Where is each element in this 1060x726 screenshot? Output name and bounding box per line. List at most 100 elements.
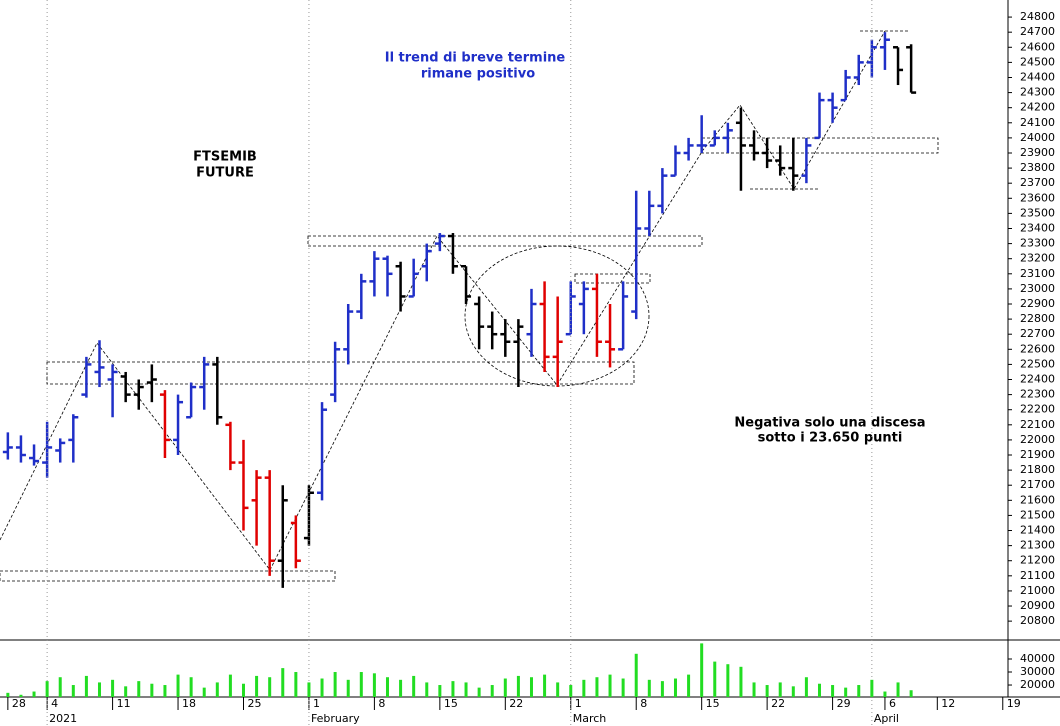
volume-bar [752,682,756,697]
y-tick-label: 22000 [1020,433,1055,446]
y-tick-label: 23100 [1020,267,1055,280]
y-tick-label: 22400 [1020,373,1055,386]
volume-bar [700,643,704,697]
volume-bar [831,685,835,697]
volume-bar [883,691,887,697]
x-tick-label: 4 [51,697,58,710]
support-zone [46,361,635,385]
x-tick-label: 12 [941,697,955,710]
x-tick-label: 29 [837,697,851,710]
volume-bar [647,679,651,697]
volume-bar [726,664,730,697]
y-tick-label: 23300 [1020,237,1055,250]
y-tick-label: 22700 [1020,327,1055,340]
y-tick-label: 21300 [1020,539,1055,552]
volume-bar [569,685,573,697]
volume-bar [791,686,795,697]
volume-bar [97,682,101,697]
volume-bar [399,679,403,697]
y-tick-label: 21800 [1020,463,1055,476]
y-tick-label: 24200 [1020,101,1055,114]
volume-bar [857,685,861,697]
x-tick-label: 15 [444,697,458,710]
y-tick-label: 24600 [1020,40,1055,53]
y-tick-label: 24000 [1020,131,1055,144]
resistance-zone [307,235,703,247]
volume-bar [765,685,769,697]
x-tick-label: 19 [1007,697,1021,710]
volume-bar [844,687,848,697]
annotation: Negativa solo una discesa [734,416,925,431]
volume-bar [634,653,638,697]
volume-bar [660,681,664,697]
volume-bar [582,679,586,697]
volume-bar [817,683,821,697]
volume-bar [71,685,75,697]
y-tick-label: 23200 [1020,252,1055,265]
y-tick-label: 21500 [1020,508,1055,521]
x-tick-label: 28 [12,697,26,710]
volume-bar [451,681,455,697]
y-tick-label: 22600 [1020,342,1055,355]
volume-bar [870,679,874,697]
y-tick-label: 22900 [1020,297,1055,310]
y-tick-label: 24800 [1020,10,1055,23]
annotation: FUTURE [196,166,254,181]
volume-bar [32,691,36,697]
month-label: March [573,712,607,725]
x-tick-label: 1 [313,697,320,710]
volume-bar [804,677,808,697]
volume-bar [58,677,62,697]
y-tick-label: 22200 [1020,403,1055,416]
volume-bar [477,687,481,697]
volume-bar [45,681,49,697]
y-tick-label: 23800 [1020,161,1055,174]
y-tick-label: 22800 [1020,312,1055,325]
volume-bar [412,675,416,697]
volume-bar [778,682,782,697]
volume-bar [320,678,324,697]
volume-bar [608,674,612,697]
volume-bar [464,682,468,697]
x-tick-label: 18 [182,697,196,710]
x-tick-label: 8 [378,697,385,710]
y-tick-label: 21400 [1020,524,1055,537]
y-tick-label: 23400 [1020,221,1055,234]
y-tick-label: 20900 [1020,599,1055,612]
y-tick-label: 23000 [1020,282,1055,295]
volume-bar [425,682,429,697]
volume-bar [19,694,23,697]
y-tick-label: 30000 [1020,665,1055,678]
volume-bar [896,682,900,697]
volume-bar [333,672,337,697]
y-tick-label: 21600 [1020,493,1055,506]
y-tick-label: 21200 [1020,554,1055,567]
y-tick-label: 23700 [1020,176,1055,189]
month-label: 2021 [49,712,77,725]
y-tick-label: 23600 [1020,191,1055,204]
volume-bar [307,682,311,697]
volume-bar [137,681,141,697]
y-tick-label: 24300 [1020,86,1055,99]
x-tick-label: 6 [889,697,896,710]
y-tick-label: 21900 [1020,448,1055,461]
volume-bar [438,685,442,697]
volume-bar [687,674,691,697]
volume-bar [621,678,625,697]
month-label: February [311,712,360,725]
volume-bar [189,677,193,697]
volume-bar [346,679,350,697]
volume-bar [111,679,115,697]
volume-bar [6,692,10,697]
volume-bar [556,682,560,697]
annotation: Il trend di breve termine [385,51,566,66]
volume-bar [529,677,533,697]
x-tick-label: 1 [575,697,582,710]
x-tick-label: 8 [640,697,647,710]
volume-bar [228,674,232,697]
resistance-zone [574,273,651,284]
y-tick-label: 24100 [1020,116,1055,129]
y-tick-label: 23900 [1020,146,1055,159]
volume-bar [84,675,88,697]
volume-bar [294,672,298,697]
